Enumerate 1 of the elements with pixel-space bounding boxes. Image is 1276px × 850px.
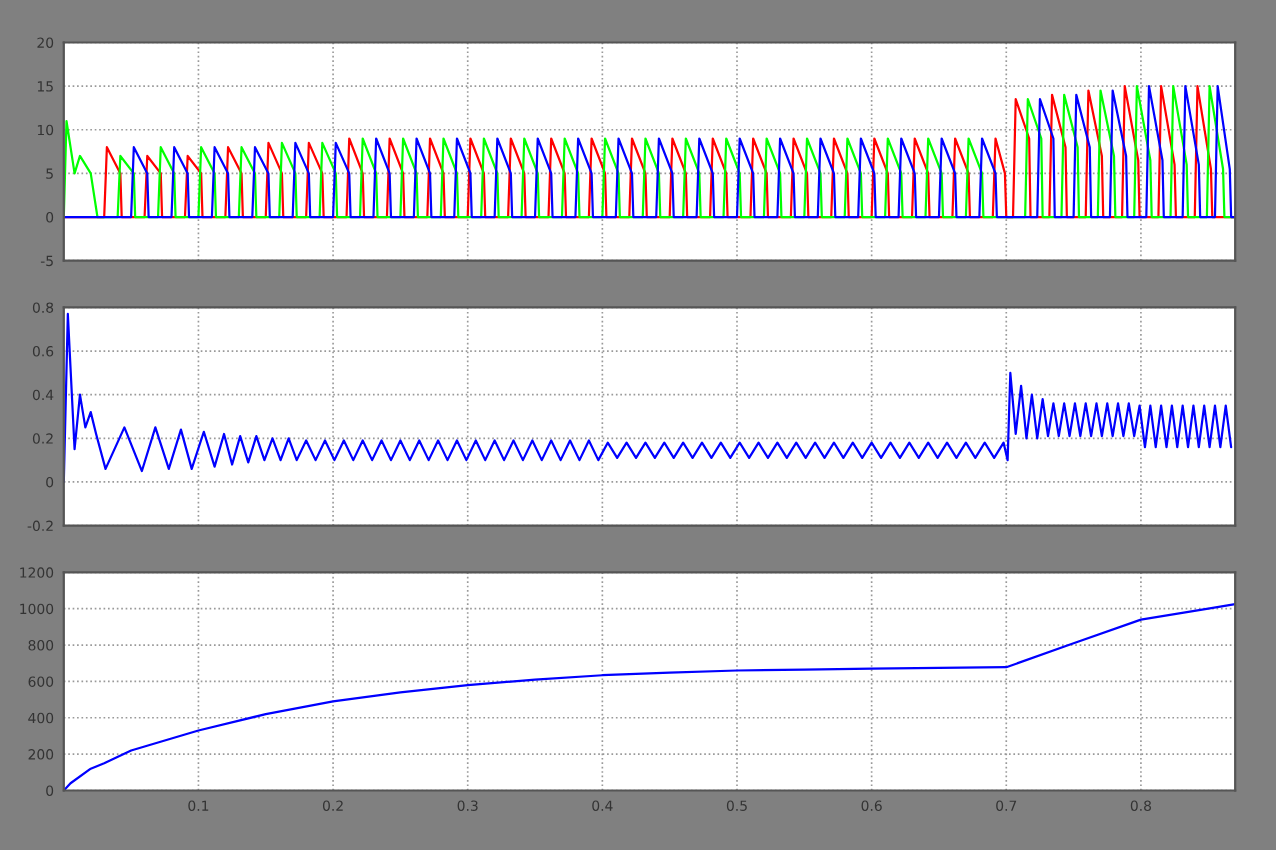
line-series [63,85,1236,219]
